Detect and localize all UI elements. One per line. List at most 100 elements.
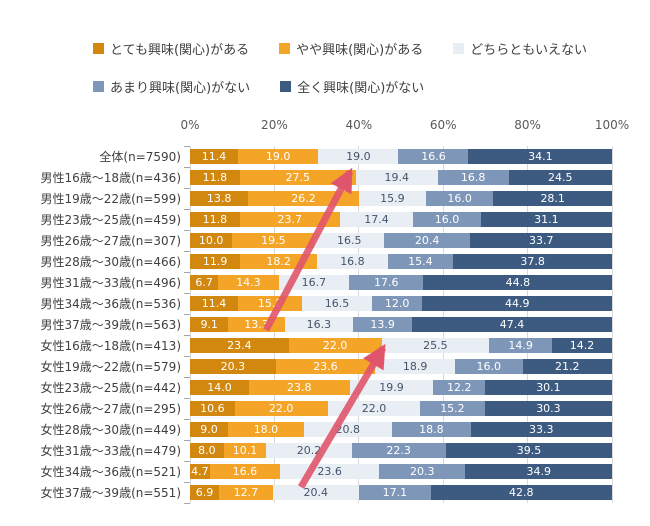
bar-value-label: 20.3 <box>410 465 435 478</box>
bar-segment: 19.5 <box>232 233 315 248</box>
bar-value-label: 9.0 <box>200 423 218 436</box>
bar-value-label: 16.8 <box>460 171 486 184</box>
bar-segment: 22.0 <box>234 401 328 416</box>
bar-value-label: 10.1 <box>232 444 258 457</box>
bar-segment: 30.1 <box>484 380 612 395</box>
bar-segment: 20.4 <box>384 233 471 248</box>
bar-segment: 33.7 <box>470 233 612 248</box>
category-label: 女性37歳〜39歳(n=551) <box>40 486 181 500</box>
chart-row: 全体(n=7590) 11.4 19.0 19.0 16.6 34.1 <box>0 146 650 167</box>
bar-segment: 18.0 <box>227 422 304 437</box>
bar-value-label: 18.8 <box>419 423 444 436</box>
bar-segment: 15.2 <box>238 296 303 311</box>
bar-segment: 14.3 <box>218 275 279 290</box>
bar-value-label: 20.3 <box>220 360 246 373</box>
bar-value-label: 33.3 <box>529 423 554 436</box>
bar-segment: 39.5 <box>445 443 612 458</box>
stacked-bar: 6.9 12.7 20.4 17.1 42.8 <box>190 485 612 500</box>
bar-segment: 9.0 <box>190 422 228 437</box>
gridline <box>611 146 613 503</box>
bar-value-label: 25.5 <box>423 339 448 352</box>
legend-label: 全く興味(関心)がない <box>297 80 425 96</box>
bar-value-label: 34.9 <box>526 465 551 478</box>
x-axis-tick-label: 80% <box>514 118 541 132</box>
bar-value-label: 47.4 <box>499 318 525 331</box>
bar-segment: 18.2 <box>240 254 317 269</box>
bar-segment: 19.9 <box>349 380 434 395</box>
chart-row: 男性23歳〜25歳(n=459) 11.8 23.7 17.4 16.0 31.1 <box>0 209 650 230</box>
bar-segment: 23.6 <box>275 359 376 374</box>
bar-segment: 16.0 <box>413 212 481 227</box>
bar-value-label: 12.2 <box>446 381 472 394</box>
legend-swatch <box>453 42 465 54</box>
bar-segment: 20.2 <box>266 443 352 458</box>
bar-value-label: 16.8 <box>340 255 365 268</box>
chart-row: 女性37歳〜39歳(n=551) 6.9 12.7 20.4 17.1 42.8 <box>0 482 650 503</box>
bar-segment: 34.9 <box>465 464 612 479</box>
bar-value-label: 15.4 <box>408 255 433 268</box>
bar-segment: 20.3 <box>190 359 276 374</box>
bar-value-label: 30.1 <box>536 381 561 394</box>
bar-value-label: 10.6 <box>200 402 225 415</box>
chart-row: 男性34歳〜36歳(n=536) 11.4 15.2 16.5 12.0 44.9 <box>0 293 650 314</box>
legend-swatch <box>93 80 104 92</box>
bar-segment: 10.6 <box>190 401 235 416</box>
bar-segment: 37.8 <box>452 254 612 269</box>
bar-segment: 16.7 <box>278 275 350 290</box>
legend-row-1: とても興味(関心)がある やや興味(関心)がある どちらともいえない <box>93 38 587 58</box>
bar-segment: 11.9 <box>190 254 241 269</box>
bar-value-label: 20.4 <box>414 234 440 247</box>
chart-row: 男性19歳〜22歳(n=599) 13.8 26.2 15.9 16.0 28.1 <box>0 188 650 209</box>
bar-segment: 42.8 <box>430 485 612 500</box>
bar-value-label: 13.8 <box>206 192 232 205</box>
bar-segment: 20.3 <box>379 464 466 479</box>
bar-segment: 13.3 <box>228 317 285 332</box>
bar-value-label: 24.5 <box>548 171 573 184</box>
bar-value-label: 17.6 <box>373 276 399 289</box>
bar-segment: 33.3 <box>471 422 612 437</box>
bar-segment: 11.4 <box>190 149 239 164</box>
stacked-bar: 10.6 22.0 22.0 15.2 30.3 <box>190 401 612 416</box>
bar-segment: 25.5 <box>381 338 490 353</box>
category-label: 女性26歳〜27歳(n=295) <box>40 402 181 416</box>
bar-value-label: 19.9 <box>379 381 404 394</box>
legend: とても興味(関心)がある やや興味(関心)がある どちらともいえない あまり興味… <box>93 38 587 114</box>
bar-value-label: 37.8 <box>520 255 545 268</box>
bar-value-label: 19.0 <box>265 150 291 163</box>
stacked-bar: 11.9 18.2 16.8 15.4 37.8 <box>190 254 612 269</box>
bar-value-label: 11.9 <box>202 255 228 268</box>
stacked-bar: 20.3 23.6 18.9 16.0 21.2 <box>190 359 612 374</box>
category-label: 女性16歳〜18歳(n=413) <box>40 339 181 353</box>
bar-value-label: 30.3 <box>536 402 561 415</box>
category-label: 女性28歳〜30歳(n=449) <box>40 423 181 437</box>
bar-segment: 16.0 <box>454 359 523 374</box>
bar-segment: 16.5 <box>302 296 372 311</box>
stacked-bar: 11.8 23.7 17.4 16.0 31.1 <box>190 212 612 227</box>
bar-value-label: 11.4 <box>201 297 227 310</box>
bar-value-label: 14.2 <box>569 339 595 352</box>
chart-row: 女性23歳〜25歳(n=442) 14.0 23.8 19.9 12.2 30.1 <box>0 377 650 398</box>
bar-value-label: 14.9 <box>508 339 533 352</box>
bar-segment: 27.5 <box>239 170 356 185</box>
bar-segment: 17.4 <box>339 212 414 227</box>
stacked-bar: 8.0 10.1 20.2 22.3 39.5 <box>190 443 612 458</box>
bar-segment: 28.1 <box>493 191 612 206</box>
bar-segment: 12.2 <box>433 380 485 395</box>
chart-row: 男性37歳〜39歳(n=563) 9.1 13.3 16.3 13.9 47.4 <box>0 314 650 335</box>
bar-segment: 15.9 <box>358 191 426 206</box>
bar-value-label: 20.4 <box>303 486 328 499</box>
category-label: 男性37歳〜39歳(n=563) <box>40 318 181 332</box>
bar-value-label: 9.1 <box>200 318 218 331</box>
bar-segment: 16.5 <box>314 233 385 248</box>
bar-value-label: 22.3 <box>386 444 411 457</box>
bar-value-label: 16.7 <box>301 276 327 289</box>
bar-segment: 17.6 <box>349 275 424 290</box>
bar-value-label: 21.2 <box>554 360 580 373</box>
legend-row-2: あまり興味(関心)がない 全く興味(関心)がない <box>93 76 587 96</box>
legend-item-not-very-interested: あまり興味(関心)がない <box>93 77 250 96</box>
bar-value-label: 19.4 <box>384 171 410 184</box>
legend-item-somewhat-interested: やや興味(関心)がある <box>279 39 423 58</box>
bar-value-label: 31.1 <box>534 213 559 226</box>
bar-value-label: 20.2 <box>296 444 322 457</box>
